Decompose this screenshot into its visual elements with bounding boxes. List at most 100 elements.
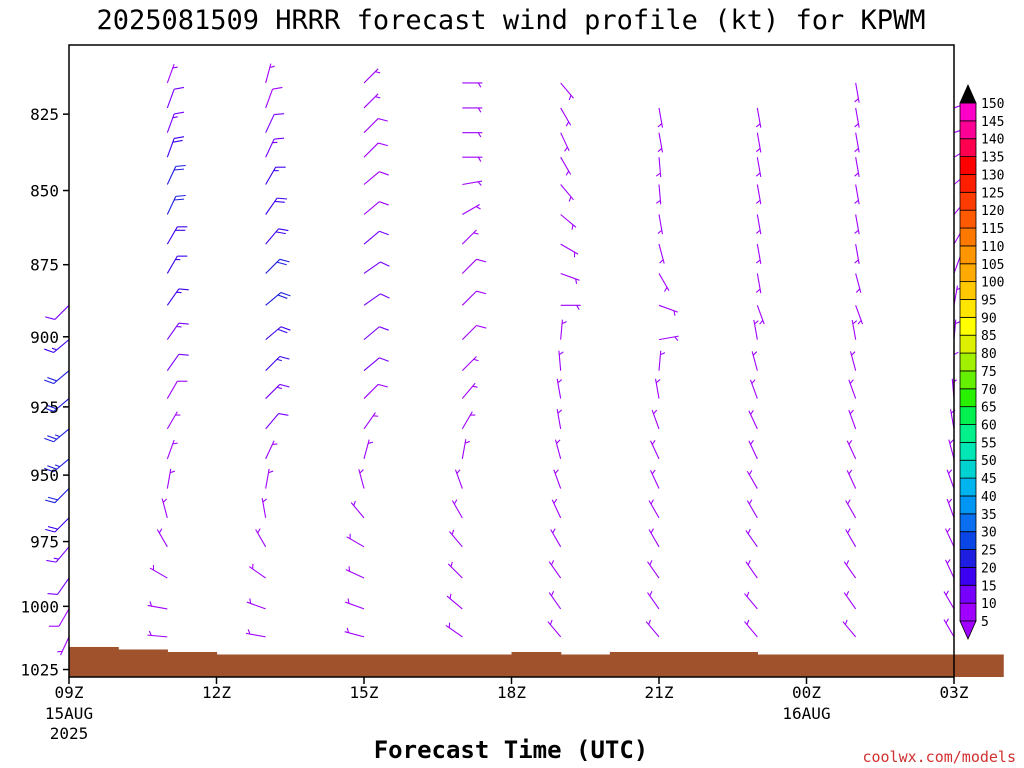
barb-shaft — [166, 226, 178, 245]
barb-half — [53, 557, 59, 560]
wind-barb — [462, 180, 483, 186]
barb-shaft — [556, 378, 562, 399]
barb-shaft — [363, 293, 381, 306]
barb-full — [476, 324, 487, 329]
wind-barb — [363, 293, 390, 306]
barb-shaft — [344, 631, 365, 638]
wind-barb — [548, 591, 562, 610]
y-tick-label: 1000 — [20, 597, 59, 616]
barb-shaft — [645, 621, 660, 638]
barb-shaft — [265, 166, 277, 185]
barb-full — [279, 355, 290, 360]
colorbar-label: 20 — [981, 561, 997, 576]
wind-barb — [648, 499, 660, 519]
barb-shaft — [658, 273, 670, 292]
barb-full — [44, 379, 54, 385]
barb-shaft — [346, 536, 365, 548]
barb-shaft — [658, 132, 664, 153]
barb-half — [269, 65, 275, 69]
barb-half — [752, 351, 758, 356]
y-tick-label: 850 — [30, 182, 59, 201]
wind-barb — [363, 326, 389, 341]
wind-barb — [461, 229, 479, 245]
ground-segment — [413, 654, 463, 677]
wind-barb — [848, 409, 857, 430]
barb-half — [475, 206, 481, 210]
colorbar-label: 80 — [981, 347, 997, 362]
barb-shaft — [553, 469, 562, 489]
x-tick-sublabel: 2025 — [50, 724, 89, 743]
wind-barb — [461, 411, 476, 430]
barb-half — [576, 305, 580, 310]
barb-full — [44, 407, 54, 412]
barb-shaft — [658, 214, 664, 235]
wind-barb — [265, 197, 288, 215]
x-tick-label: 12Z — [202, 683, 231, 702]
wind-barb — [363, 261, 390, 274]
barb-shaft — [265, 356, 281, 372]
wind-barb — [363, 412, 379, 430]
barb-half — [564, 146, 568, 152]
barb-shaft — [756, 273, 762, 294]
wind-barb — [560, 156, 572, 176]
wind-barb — [854, 214, 860, 235]
wind-barb — [57, 636, 70, 656]
barb-shaft — [461, 290, 477, 306]
barb-shaft — [943, 591, 955, 610]
wind-barb — [44, 458, 70, 473]
ground-layer — [69, 646, 1004, 677]
wind-barb — [560, 304, 581, 310]
barb-full — [274, 113, 285, 116]
ground-segment — [954, 654, 1004, 677]
barb-full — [278, 413, 289, 416]
wind-barb — [849, 351, 857, 371]
barb-shaft — [265, 326, 282, 341]
barb-half — [946, 559, 951, 564]
barb-shaft — [350, 502, 365, 519]
barb-shaft — [363, 93, 379, 109]
barb-shaft — [166, 113, 175, 133]
y-tick-label: 825 — [30, 105, 59, 124]
colorbar-box — [959, 424, 977, 443]
wind-barb — [461, 382, 478, 399]
barb-shaft — [746, 500, 758, 519]
barb-full — [45, 499, 56, 504]
wind-barb — [345, 566, 365, 579]
barb-shaft — [363, 68, 379, 84]
barb-shaft — [265, 228, 279, 245]
wind-barb — [755, 132, 762, 153]
wind-barb — [462, 82, 483, 88]
colorbar-box — [959, 567, 977, 586]
barb-half — [852, 320, 858, 325]
barb-full — [44, 437, 54, 443]
barb-full — [377, 383, 388, 388]
barb-shaft — [265, 384, 281, 399]
barb-full — [279, 258, 290, 263]
barb-half — [249, 598, 252, 604]
colorbar-label: 135 — [981, 151, 1004, 166]
barb-half — [673, 310, 676, 316]
barb-half — [747, 560, 751, 566]
barb-half — [477, 107, 482, 113]
wind-barb — [449, 529, 463, 548]
colorbar-box — [959, 477, 977, 497]
wind-barb — [46, 546, 70, 563]
wind-barb — [744, 619, 758, 638]
barb-shaft — [756, 132, 762, 153]
colorbar-box — [959, 388, 977, 408]
wind-barb — [49, 608, 70, 627]
barb-shaft — [446, 595, 463, 610]
wind-barb — [756, 305, 765, 325]
barb-half — [346, 627, 350, 633]
wind-barb — [45, 488, 70, 504]
wind-barb — [943, 618, 955, 638]
wind-barb — [363, 142, 388, 158]
barb-full — [44, 467, 54, 473]
wind-barb — [657, 214, 664, 235]
barb-full — [47, 404, 57, 410]
barb-shaft — [53, 339, 70, 353]
wind-barb — [246, 598, 266, 610]
wind-barb — [560, 214, 577, 230]
barb-half — [748, 499, 753, 505]
